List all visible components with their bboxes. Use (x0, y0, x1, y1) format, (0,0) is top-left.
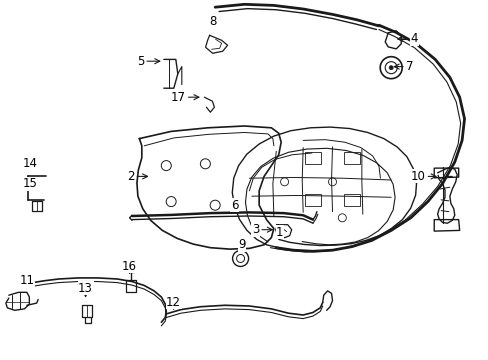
Text: 14: 14 (23, 157, 38, 170)
Bar (305, 194, 320, 206)
Text: 15: 15 (23, 177, 38, 190)
Text: 9: 9 (238, 238, 245, 251)
Text: 11: 11 (20, 274, 34, 287)
Text: 17: 17 (170, 91, 185, 104)
Bar (344, 194, 359, 206)
Text: 4: 4 (410, 32, 417, 45)
Text: 10: 10 (410, 170, 425, 183)
Text: 1: 1 (276, 226, 283, 239)
Text: 3: 3 (251, 223, 259, 236)
Circle shape (388, 66, 392, 70)
Text: 13: 13 (78, 282, 93, 294)
Text: 5: 5 (137, 55, 144, 68)
Text: 8: 8 (208, 15, 216, 28)
Bar (344, 152, 359, 165)
Text: 6: 6 (230, 199, 238, 212)
Bar (305, 152, 320, 165)
Text: 12: 12 (166, 296, 181, 309)
Text: 16: 16 (122, 260, 137, 273)
Text: 2: 2 (127, 170, 134, 183)
Text: 7: 7 (405, 60, 412, 73)
